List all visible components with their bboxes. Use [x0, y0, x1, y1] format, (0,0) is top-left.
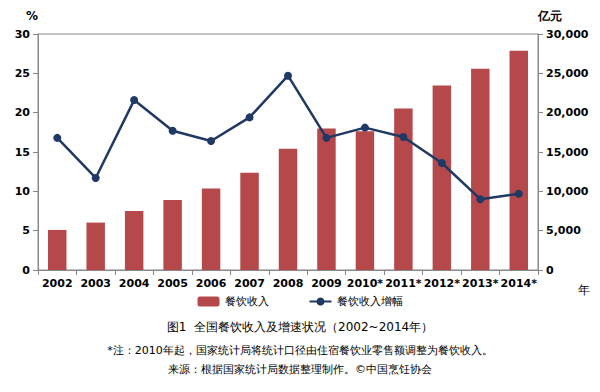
svg-text:0: 0: [546, 264, 554, 277]
svg-text:2004: 2004: [119, 277, 150, 290]
svg-text:餐饮收入增幅: 餐饮收入增幅: [337, 295, 403, 308]
svg-text:25: 25: [15, 67, 30, 80]
svg-text:15: 15: [15, 146, 30, 159]
svg-text:餐饮收入: 餐饮收入: [225, 295, 269, 308]
svg-text:2006: 2006: [196, 277, 227, 290]
svg-text:2007: 2007: [234, 277, 265, 290]
svg-text:30,000: 30,000: [546, 28, 589, 41]
svg-text:20,000: 20,000: [546, 106, 589, 119]
svg-text:亿元: 亿元: [537, 9, 562, 23]
svg-text:5: 5: [22, 224, 30, 237]
svg-text:2012*: 2012*: [424, 277, 461, 290]
svg-text:2010*: 2010*: [347, 277, 384, 290]
svg-text:2008: 2008: [273, 277, 304, 290]
svg-text:2005: 2005: [157, 277, 188, 290]
svg-text:25,000: 25,000: [546, 67, 589, 80]
svg-text:10: 10: [15, 185, 31, 198]
svg-text:20: 20: [15, 106, 31, 119]
svg-text:2002: 2002: [42, 277, 73, 290]
svg-text:*注：2010年起，国家统计局将统计口径由住宿餐饮业零售额调: *注：2010年起，国家统计局将统计口径由住宿餐饮业零售额调整为餐饮收入。: [107, 344, 493, 357]
svg-text:2009: 2009: [311, 277, 342, 290]
svg-text:15,000: 15,000: [546, 146, 589, 159]
svg-text:2014*: 2014*: [501, 277, 538, 290]
svg-text:2003: 2003: [80, 277, 111, 290]
svg-text:2013*: 2013*: [462, 277, 499, 290]
svg-text:10,000: 10,000: [546, 185, 589, 198]
svg-text:来源：根据国家统计局数据整理制作。©中国烹饪协会: 来源：根据国家统计局数据整理制作。©中国烹饪协会: [168, 363, 432, 376]
svg-text:年: 年: [578, 283, 590, 297]
svg-text:30: 30: [15, 28, 31, 41]
svg-text:%: %: [26, 9, 38, 23]
svg-text:5,000: 5,000: [546, 224, 581, 237]
svg-text:图1 全国餐饮收入及增速状况（2002~2014年）: 图1 全国餐饮收入及增速状况（2002~2014年）: [167, 320, 433, 334]
svg-text:2011*: 2011*: [385, 277, 422, 290]
svg-text:0: 0: [22, 264, 30, 277]
